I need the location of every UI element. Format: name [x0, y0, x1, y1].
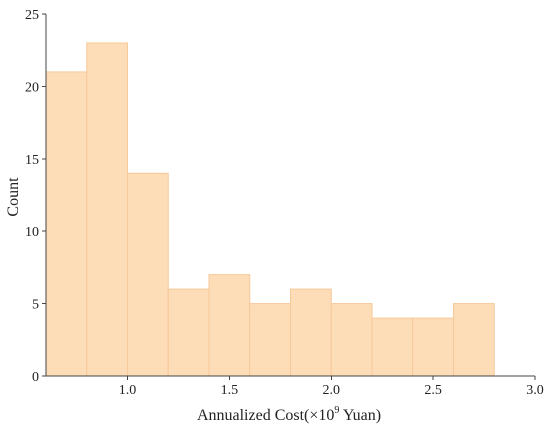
histogram-bar-4	[167, 288, 210, 377]
x-axis-title-suffix: Yuan)	[339, 407, 381, 424]
bars-layer	[45, 42, 495, 377]
histogram-bar-8	[330, 303, 373, 377]
y-tick-label: 10	[25, 225, 39, 240]
histogram-bar-9	[371, 317, 414, 377]
histogram-bar-6	[249, 303, 291, 377]
x-tick-label: 2.0	[323, 383, 341, 398]
y-axis-title: Count	[5, 177, 22, 217]
x-tick-label: 1.5	[221, 383, 239, 398]
histogram-bar-2	[86, 42, 128, 377]
histogram-bar-1	[45, 71, 88, 377]
x-axis-title-superscript: 9	[334, 405, 339, 416]
x-axis-title-main: Annualized Cost(×10	[197, 407, 334, 424]
y-tick-label: 0	[32, 370, 39, 385]
y-tick-label: 25	[25, 8, 39, 23]
ticks-layer: 0 5 10 15 20 25 1.0 1.5 2.0 2.5 3.0	[25, 8, 544, 398]
x-tick-label: 3.0	[526, 383, 544, 398]
x-axis-title: Annualized Cost(×109 Yuan)	[197, 405, 381, 424]
y-tick-label: 15	[25, 153, 39, 168]
y-tick-label: 5	[32, 298, 39, 313]
x-tick-label: 2.5	[424, 383, 442, 398]
histogram-bar-3	[127, 172, 169, 377]
y-tick-label: 20	[25, 80, 39, 95]
histogram-bar-5	[208, 274, 251, 377]
histogram-bar-7	[290, 288, 332, 377]
x-tick-label: 1.0	[119, 383, 137, 398]
histogram-bar-10	[412, 317, 454, 377]
histogram-bar-11	[453, 303, 495, 377]
